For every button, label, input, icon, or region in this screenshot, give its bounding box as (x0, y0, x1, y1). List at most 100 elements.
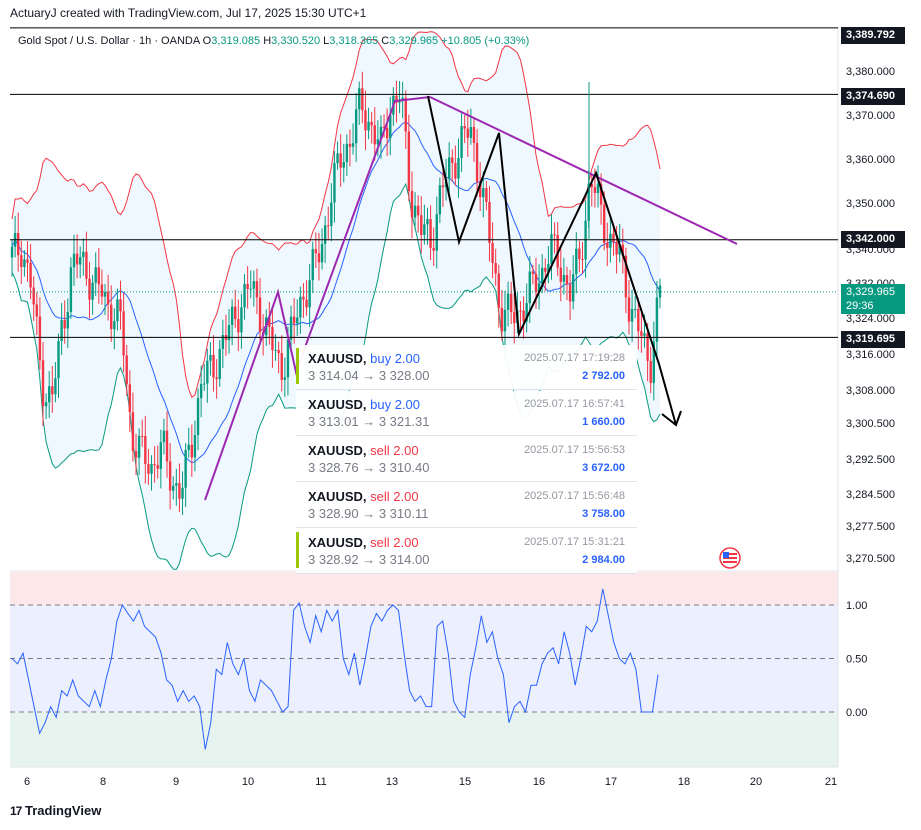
candle-body (612, 233, 615, 243)
candle-body (302, 296, 305, 300)
trade-prices: 3 328.92 → 3 314.00 (308, 552, 430, 567)
trade-profit: 1 660.00 (582, 416, 625, 428)
candle-body (17, 233, 20, 256)
trade-marker (296, 348, 299, 384)
candle-body (20, 255, 23, 268)
candle-body (296, 317, 299, 324)
candle-body (389, 114, 392, 139)
current-price-box: 3,329.965 29:36 (841, 284, 905, 314)
candle-body (66, 311, 70, 329)
time-tick-label: 8 (100, 776, 106, 788)
candle-body (407, 131, 411, 191)
trade-row[interactable]: XAUUSD, buy 2.00 3 314.04 → 3 328.00 2025.… (296, 345, 637, 390)
open-label: O (202, 35, 212, 47)
price-label-resistance: 3,374.690 (841, 88, 905, 105)
candle-body (150, 464, 153, 474)
trade-side: buy 2.00 (370, 351, 420, 366)
candle-body (72, 253, 76, 268)
candle-body (314, 249, 318, 254)
candle-body (128, 384, 132, 413)
trade-symbol-name: XAUUSD, (308, 397, 371, 412)
candle-body (602, 204, 606, 243)
trade-time: 2025.07.17 15:56:53 (524, 444, 625, 456)
trade-symbol: XAUUSD, buy 2.00 (308, 397, 420, 412)
trade-row[interactable]: XAUUSD, sell 2.00 3 328.92 → 3 314.00 2025… (296, 529, 637, 574)
time-tick-label: 6 (24, 776, 30, 788)
candle-body (488, 202, 491, 243)
candle-body (147, 463, 150, 474)
time-tick-label: 20 (750, 776, 762, 788)
candle-body (116, 299, 119, 322)
candle-body (469, 126, 473, 138)
candle-body (178, 483, 181, 499)
bollinger-upper (11, 31, 661, 399)
candle-body (51, 386, 54, 395)
candle-body (41, 360, 45, 407)
candle-body (305, 299, 308, 308)
candle-body (277, 349, 280, 354)
candle-body (454, 163, 457, 179)
candle-body (451, 157, 454, 164)
symbol-name[interactable]: Gold Spot / U.S. Dollar · 1h · OANDA (18, 35, 200, 47)
candle-body (544, 267, 547, 272)
candle-body (212, 354, 215, 378)
candle-body (255, 281, 259, 298)
candle-body (190, 444, 194, 458)
trade-row[interactable]: XAUUSD, sell 2.00 3 328.90 → 3 310.11 2025… (296, 483, 637, 528)
candle-body (553, 234, 556, 236)
bollinger-fill (12, 31, 660, 570)
candle-body (348, 143, 352, 147)
candle-body (460, 126, 463, 158)
tradingview-logo-icon: 17 (10, 804, 22, 818)
candle-body (432, 247, 435, 251)
candle-body (339, 153, 342, 168)
candle-body (376, 139, 380, 145)
candle-body (575, 248, 578, 275)
price-tick-label: 3,308.000 (846, 385, 895, 397)
candle-body (32, 287, 35, 305)
price-tick-label: 3,270.500 (846, 553, 895, 565)
time-tick-label: 15 (459, 776, 471, 788)
candle-body (500, 307, 504, 332)
candle-body (230, 306, 234, 326)
trade-time: 2025.07.17 16:57:41 (524, 398, 625, 410)
candle-body (342, 162, 345, 168)
candle-body (227, 325, 231, 341)
candle-body (237, 319, 240, 333)
candle-body (485, 188, 488, 203)
candle-body (593, 187, 597, 194)
change-value: +10.805 (+0.33%) (441, 35, 530, 47)
trade-row[interactable]: XAUUSD, sell 2.00 3 328.76 → 3 310.40 2025… (296, 437, 637, 482)
osc-tick-label: 1.00 (846, 600, 867, 612)
trade-row[interactable]: XAUUSD, buy 2.00 3 313.01 → 3 321.31 2025.… (296, 391, 637, 436)
candle-body (370, 121, 373, 126)
candle-body (472, 126, 476, 143)
time-tick-label: 9 (173, 776, 179, 788)
candle-body (643, 333, 646, 336)
candle-body (345, 143, 349, 163)
candle-body (578, 248, 581, 260)
candle-body (410, 190, 414, 218)
trade-profit: 3 758.00 (582, 508, 625, 520)
trade-time: 2025.07.17 17:19:28 (524, 352, 625, 364)
candle-body (243, 284, 246, 308)
price-tick-label: 3,316.000 (846, 349, 895, 361)
bar-countdown: 29:36 (846, 300, 874, 312)
candle-body (336, 153, 339, 164)
candle-body (599, 184, 603, 205)
candle-body (88, 278, 91, 300)
time-tick-label: 18 (678, 776, 690, 788)
candle-body (165, 430, 169, 462)
osc-tick-label: 0.00 (846, 707, 867, 719)
candle-body (590, 183, 593, 188)
candle-body (218, 348, 221, 380)
bollinger-basis (11, 121, 661, 464)
candle-body (509, 293, 513, 313)
candle-body (119, 299, 122, 312)
candle-body (466, 128, 469, 138)
candle-body (627, 297, 631, 322)
trade-prices: 3 328.90 → 3 310.11 (308, 506, 429, 521)
candle-body (565, 274, 569, 285)
us-flag-icon[interactable] (717, 547, 743, 569)
